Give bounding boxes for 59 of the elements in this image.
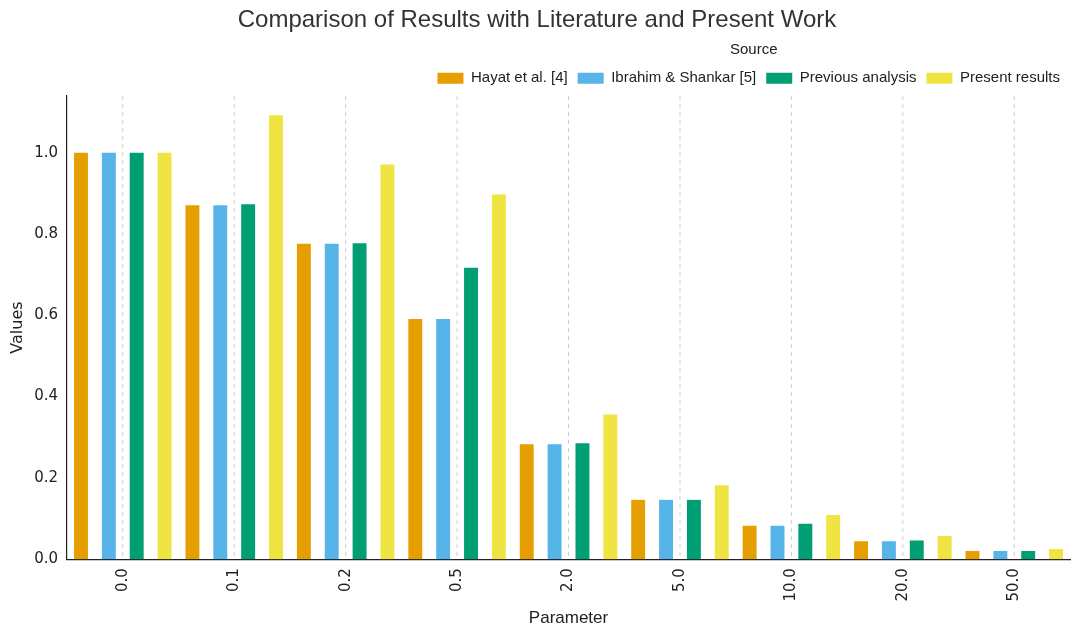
bar	[296, 243, 311, 560]
bar	[798, 523, 813, 560]
legend-label: Previous analysis	[799, 68, 917, 86]
bar	[436, 318, 451, 560]
y-tick-label: 0.0	[34, 549, 59, 568]
bar	[519, 444, 534, 560]
x-tick-label: 0.0	[112, 568, 131, 593]
bar	[714, 485, 729, 560]
legend-title: Source	[729, 40, 778, 58]
bar	[881, 541, 896, 560]
legend-label: Ibrahim & Shankar [5]	[611, 68, 757, 86]
chart-title: Comparison of Results with Literature and Present Work	[237, 5, 838, 33]
bar	[603, 414, 618, 560]
bar	[464, 267, 478, 560]
y-axis-title: Values	[6, 301, 26, 354]
bar	[742, 525, 757, 560]
x-tick-label: 50.0	[1004, 568, 1023, 602]
bar	[993, 551, 1008, 560]
bar	[241, 204, 256, 560]
y-tick-label: 0.2	[34, 467, 59, 486]
bar	[74, 152, 88, 560]
x-tick-label: 2.0	[558, 568, 577, 593]
bar	[101, 152, 116, 560]
bar	[909, 540, 924, 560]
legend-label: Present results	[959, 68, 1061, 86]
x-tick-label: 10.0	[781, 568, 800, 602]
x-tick-label: 0.1	[224, 568, 243, 593]
y-tick-label: 0.4	[34, 386, 59, 405]
bar	[854, 541, 869, 560]
bar	[575, 443, 590, 560]
bar	[937, 536, 952, 560]
bar	[380, 164, 395, 560]
bar	[1021, 551, 1036, 560]
bar	[965, 551, 980, 560]
x-axis-title: Parameter	[528, 608, 609, 628]
y-tick-label: 1.0	[34, 142, 59, 161]
bar	[547, 444, 562, 560]
x-tick-label: 5.0	[669, 568, 688, 593]
bar	[408, 318, 423, 560]
bar	[770, 525, 785, 560]
bar	[352, 243, 367, 560]
x-tick-label: 0.2	[335, 568, 354, 593]
bar	[1049, 549, 1064, 560]
bar	[631, 499, 646, 560]
bar	[686, 499, 701, 560]
bar	[269, 115, 283, 560]
bar	[491, 194, 506, 560]
x-tick-label: 20.0	[892, 568, 911, 602]
legend-label: Hayat et al. [4]	[470, 68, 568, 86]
bar	[213, 205, 228, 560]
bar	[826, 514, 841, 560]
y-tick-label: 0.6	[34, 305, 59, 324]
bar	[185, 205, 200, 560]
y-tick-label: 0.8	[34, 223, 59, 242]
x-tick-label: 0.5	[446, 568, 465, 593]
bar	[129, 152, 144, 560]
bar	[157, 152, 172, 560]
bar	[659, 499, 673, 560]
bar	[324, 243, 339, 560]
